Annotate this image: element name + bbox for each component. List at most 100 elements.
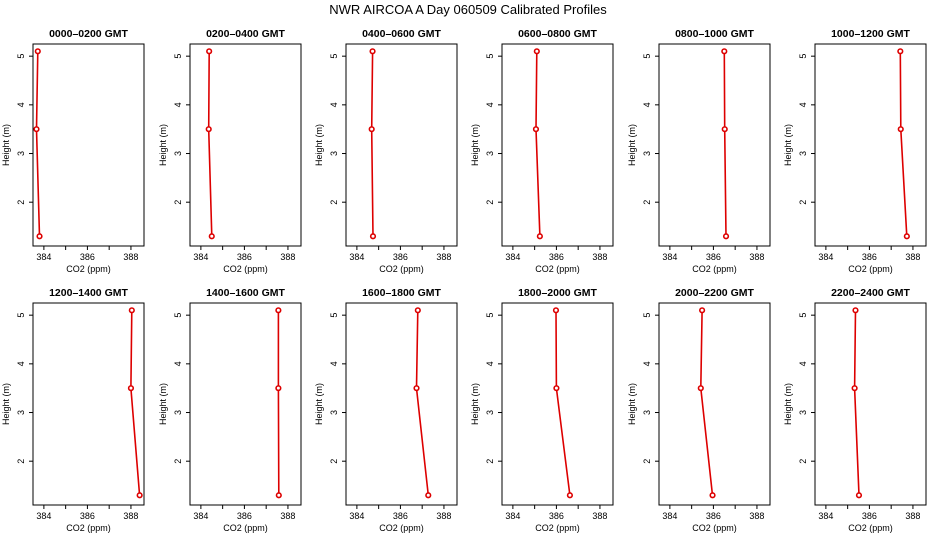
panel-8: 1400–1600 GMT 384 386 388 2 3 4 5 CO2 (ppm) Heigh… <box>158 287 302 533</box>
panel-frame <box>345 43 458 247</box>
y-axis-label: Height (m) <box>1 124 11 166</box>
x-tick-label: 386 <box>237 511 252 521</box>
x-tick-label: 388 <box>280 252 295 262</box>
data-point <box>208 233 215 240</box>
data-point <box>536 233 543 240</box>
data-point <box>897 126 904 133</box>
x-tick-label: 386 <box>237 252 252 262</box>
panel-7: 1200–1400 GMT 384 386 388 2 3 4 5 CO2 (ppm) Heigh… <box>1 287 145 533</box>
panel-frame <box>32 302 145 506</box>
panel-title: 2000–2200 GMT <box>675 287 754 299</box>
x-tick-label: 384 <box>505 511 520 521</box>
y-axis-label: Height (m) <box>627 383 637 425</box>
profile-line <box>35 51 41 237</box>
x-tick-label: 384 <box>505 252 520 262</box>
y-tick-label: 2 <box>329 200 339 205</box>
x-tick-label: 386 <box>80 511 95 521</box>
x-axis-label: CO2 (ppm) <box>223 523 268 533</box>
x-tick-label: 386 <box>549 511 564 521</box>
data-point <box>369 233 377 240</box>
x-axis-label: CO2 (ppm) <box>535 264 580 274</box>
x-tick-label: 386 <box>706 511 721 521</box>
data-point <box>127 385 135 392</box>
data-point <box>368 126 375 133</box>
data-point <box>533 48 540 55</box>
y-tick-label: 3 <box>798 410 808 415</box>
data-point <box>852 307 859 314</box>
data-point <box>206 48 213 55</box>
y-tick-label: 3 <box>329 151 339 156</box>
data-point <box>413 385 420 392</box>
y-tick-label: 2 <box>642 200 652 205</box>
y-tick-label: 5 <box>173 313 183 318</box>
y-tick-label: 3 <box>485 410 495 415</box>
panel-5: 0800–1000 GMT 384 386 388 2 3 4 5 CO2 (ppm) Heigh… <box>627 28 771 274</box>
y-tick-label: 4 <box>16 102 26 107</box>
y-axis-label: Height (m) <box>158 124 168 166</box>
y-tick-label: 2 <box>329 459 339 464</box>
data-point <box>721 48 728 55</box>
y-tick-label: 4 <box>173 361 183 366</box>
data-point <box>697 385 704 392</box>
data-point <box>851 385 858 392</box>
x-tick-label: 386 <box>393 252 408 262</box>
x-axis-label: CO2 (ppm) <box>692 523 737 533</box>
x-tick-label: 386 <box>549 252 564 262</box>
data-point <box>553 385 560 392</box>
data-point <box>709 492 716 499</box>
y-axis-label: Height (m) <box>314 124 324 166</box>
y-tick-label: 5 <box>173 54 183 59</box>
y-tick-label: 3 <box>642 410 652 415</box>
panel-12: 2200–2400 GMT 384 386 388 2 3 4 5 CO2 (ppm) Heigh… <box>783 287 927 533</box>
panel-title: 0000–0200 GMT <box>49 28 128 40</box>
panel-frame <box>501 302 614 506</box>
data-point <box>414 307 421 314</box>
y-tick-label: 5 <box>329 54 339 59</box>
x-tick-label: 388 <box>749 511 764 521</box>
x-axis-label: CO2 (ppm) <box>692 264 737 274</box>
x-tick-label: 384 <box>349 511 364 521</box>
x-axis-label: CO2 (ppm) <box>66 523 111 533</box>
y-axis-label: Height (m) <box>627 124 637 166</box>
x-tick-label: 384 <box>818 511 833 521</box>
x-axis-label: CO2 (ppm) <box>66 264 111 274</box>
x-tick-label: 384 <box>193 252 208 262</box>
panel-title: 0600–0800 GMT <box>518 28 597 40</box>
data-point <box>532 126 540 133</box>
x-tick-label: 388 <box>123 511 138 521</box>
x-tick-label: 388 <box>123 252 138 262</box>
x-tick-label: 388 <box>280 511 295 521</box>
panel-10: 1800–2000 GMT 384 386 388 2 3 4 5 CO2 (ppm) Heigh… <box>470 287 614 533</box>
profile-line <box>899 51 908 237</box>
x-tick-label: 388 <box>436 511 451 521</box>
data-point <box>566 492 574 499</box>
panel-title: 0200–0400 GMT <box>206 28 285 40</box>
data-point <box>34 48 41 55</box>
profile-line <box>370 51 374 237</box>
y-tick-label: 5 <box>485 313 495 318</box>
x-axis-label: CO2 (ppm) <box>379 264 424 274</box>
panel-title: 2200–2400 GMT <box>831 287 910 299</box>
x-tick-label: 388 <box>905 252 920 262</box>
y-tick-label: 4 <box>173 102 183 107</box>
data-point <box>275 307 282 314</box>
panel-6: 1000–1200 GMT 384 386 388 2 3 4 5 CO2 (ppm) Heigh… <box>783 28 927 274</box>
panel-frame <box>501 43 614 247</box>
y-axis-label: Height (m) <box>783 383 793 425</box>
data-point <box>722 233 730 240</box>
x-tick-label: 384 <box>818 252 833 262</box>
x-tick-label: 388 <box>905 511 920 521</box>
profile-line <box>555 310 571 496</box>
panel-11: 2000–2200 GMT 384 386 388 2 3 4 5 CO2 (ppm) Heigh… <box>627 287 771 533</box>
panel-title: 0400–0600 GMT <box>362 28 441 40</box>
y-tick-label: 2 <box>173 459 183 464</box>
y-axis-label: Height (m) <box>783 124 793 166</box>
x-tick-label: 386 <box>706 252 721 262</box>
panel-title: 1000–1200 GMT <box>831 28 910 40</box>
y-axis-label: Height (m) <box>158 383 168 425</box>
y-tick-label: 2 <box>485 200 495 205</box>
y-axis-label: Height (m) <box>314 383 324 425</box>
x-tick-label: 384 <box>36 252 51 262</box>
profile-line <box>699 310 714 496</box>
